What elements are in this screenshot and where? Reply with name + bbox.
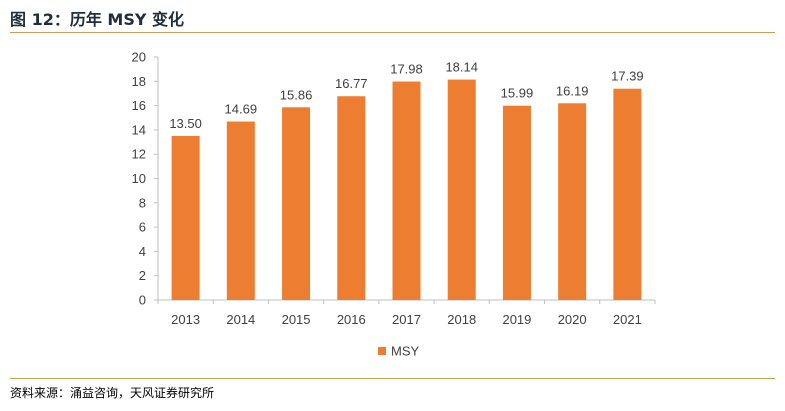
bar-2020 — [558, 103, 587, 300]
data-label-2020: 16.19 — [556, 83, 589, 98]
data-label-2019: 15.99 — [501, 86, 534, 101]
bar-2018 — [447, 79, 476, 300]
x-tick-label: 2013 — [171, 312, 200, 327]
bar-2015 — [282, 107, 311, 301]
x-tick-label: 2014 — [226, 312, 255, 327]
source-note: 资料来源：涌益咨询，天风证券研究所 — [10, 386, 215, 400]
bar-2014 — [226, 121, 255, 300]
y-axis: 0 2 4 6 8 10 12 14 16 18 20 — [132, 50, 159, 308]
bar-2013 — [171, 135, 200, 300]
y-tick-label: 12 — [132, 147, 146, 162]
x-tick-label: 2017 — [392, 312, 421, 327]
legend: MSY — [378, 344, 420, 359]
legend-label-msy: MSY — [391, 344, 420, 359]
figure-title: 图 12：历年 MSY 变化 — [10, 10, 185, 29]
y-tick-label: 6 — [139, 220, 146, 235]
data-label-2013: 13.50 — [169, 116, 202, 131]
x-tick-label: 2016 — [337, 312, 366, 327]
x-tick-label: 2020 — [558, 312, 587, 327]
data-label-2021: 17.39 — [611, 69, 644, 84]
x-tick-label: 2019 — [502, 312, 531, 327]
bar-2021 — [613, 88, 642, 300]
y-tick-label: 8 — [139, 195, 146, 210]
x-tick-label: 2015 — [282, 312, 311, 327]
y-tick-label: 20 — [132, 50, 146, 65]
bar-2019 — [502, 105, 531, 300]
x-tick-label: 2021 — [613, 312, 642, 327]
data-label-2017: 17.98 — [390, 62, 423, 77]
source-rule — [10, 378, 775, 379]
legend-swatch-msy — [378, 347, 386, 355]
data-label-2018: 18.14 — [445, 60, 478, 75]
bar-series-msy — [171, 79, 642, 301]
x-axis: 2013 2014 2015 2016 2017 2018 2019 2020 2021 — [157, 299, 656, 327]
data-label-2014: 14.69 — [225, 102, 258, 117]
bar-2016 — [337, 96, 366, 300]
y-tick-label: 4 — [139, 244, 146, 259]
y-tick-label: 16 — [132, 98, 146, 113]
y-tick-label: 0 — [139, 293, 146, 308]
bar-2017 — [392, 81, 421, 300]
title-rule — [10, 32, 775, 33]
y-tick-label: 14 — [132, 122, 146, 137]
data-label-2015: 15.86 — [280, 87, 313, 102]
y-tick-label: 18 — [132, 74, 146, 89]
y-tick-label: 10 — [132, 171, 146, 186]
data-label-2016: 16.77 — [335, 76, 368, 91]
data-labels: 13.50 14.69 15.86 16.77 17.98 18.14 15.99 16.19… — [169, 60, 643, 131]
y-tick-label: 2 — [139, 268, 146, 283]
x-tick-label: 2018 — [447, 312, 476, 327]
